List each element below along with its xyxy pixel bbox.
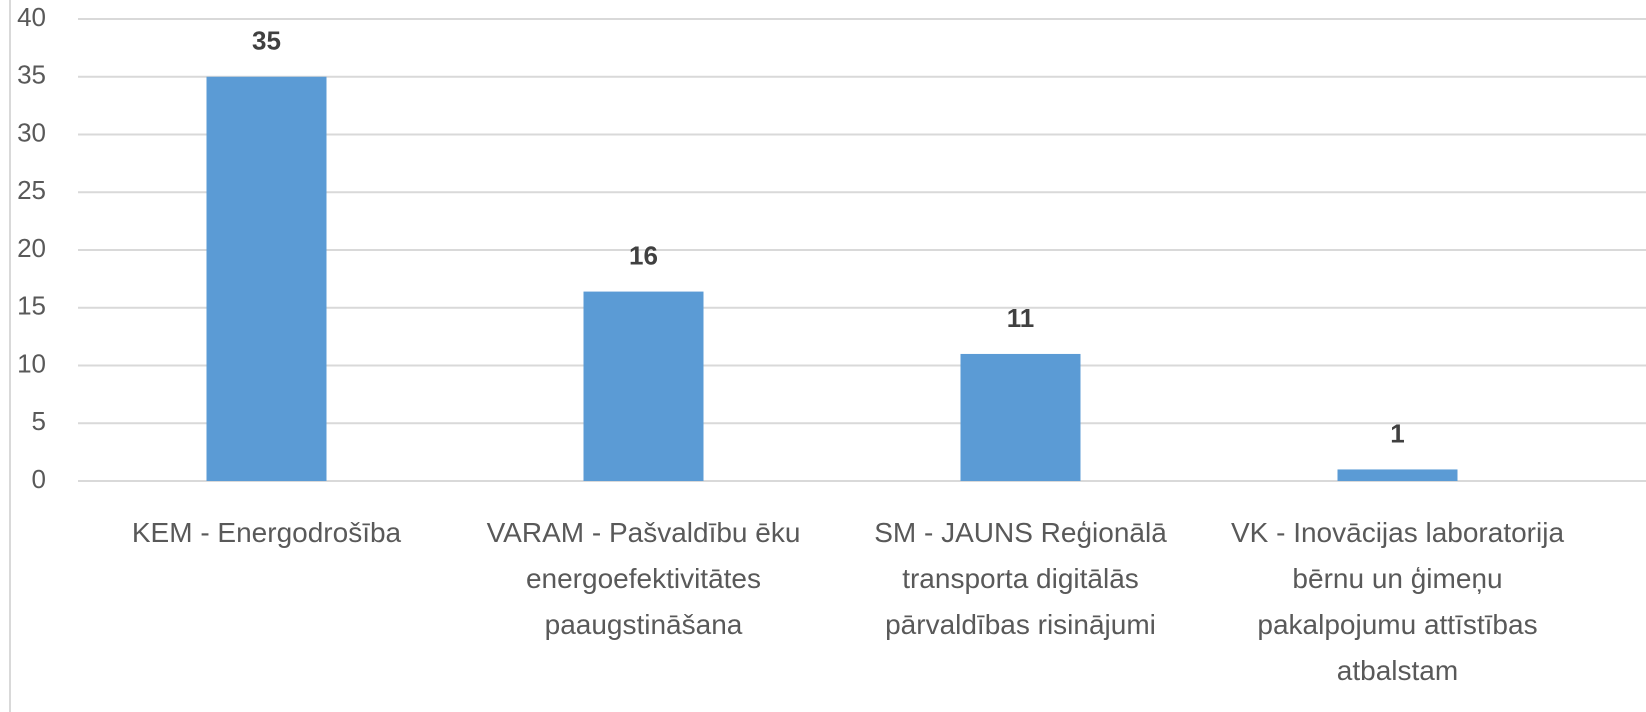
y-tick-label: 0 bbox=[32, 464, 46, 494]
bar bbox=[1337, 469, 1458, 481]
x-tick-label: SM - JAUNS Reģionālā transporta digitālā… bbox=[874, 517, 1167, 640]
x-tick-label: VK - Inovācijas laboratorija bērnu un ģi… bbox=[1230, 517, 1565, 686]
y-tick-label: 40 bbox=[17, 2, 46, 32]
data-label: 1 bbox=[1390, 418, 1404, 448]
y-tick-label: 10 bbox=[17, 348, 46, 378]
y-tick-label: 20 bbox=[17, 233, 46, 263]
y-tick-label: 5 bbox=[32, 406, 46, 436]
y-tick-label: 35 bbox=[17, 60, 46, 90]
y-tick-label: 30 bbox=[17, 117, 46, 147]
x-tick-label: KEM - Energodrošība bbox=[131, 517, 402, 548]
y-tick-label: 25 bbox=[17, 175, 46, 205]
bar bbox=[206, 76, 327, 481]
y-tick-label: 15 bbox=[17, 291, 46, 321]
bar bbox=[960, 353, 1081, 481]
data-label: 11 bbox=[1007, 303, 1035, 333]
bar bbox=[583, 291, 704, 481]
data-label: 16 bbox=[629, 240, 658, 270]
data-label: 35 bbox=[252, 26, 281, 56]
x-tick-label: VARAM - Pašvaldību ēku energoefektivitāt… bbox=[486, 517, 801, 640]
